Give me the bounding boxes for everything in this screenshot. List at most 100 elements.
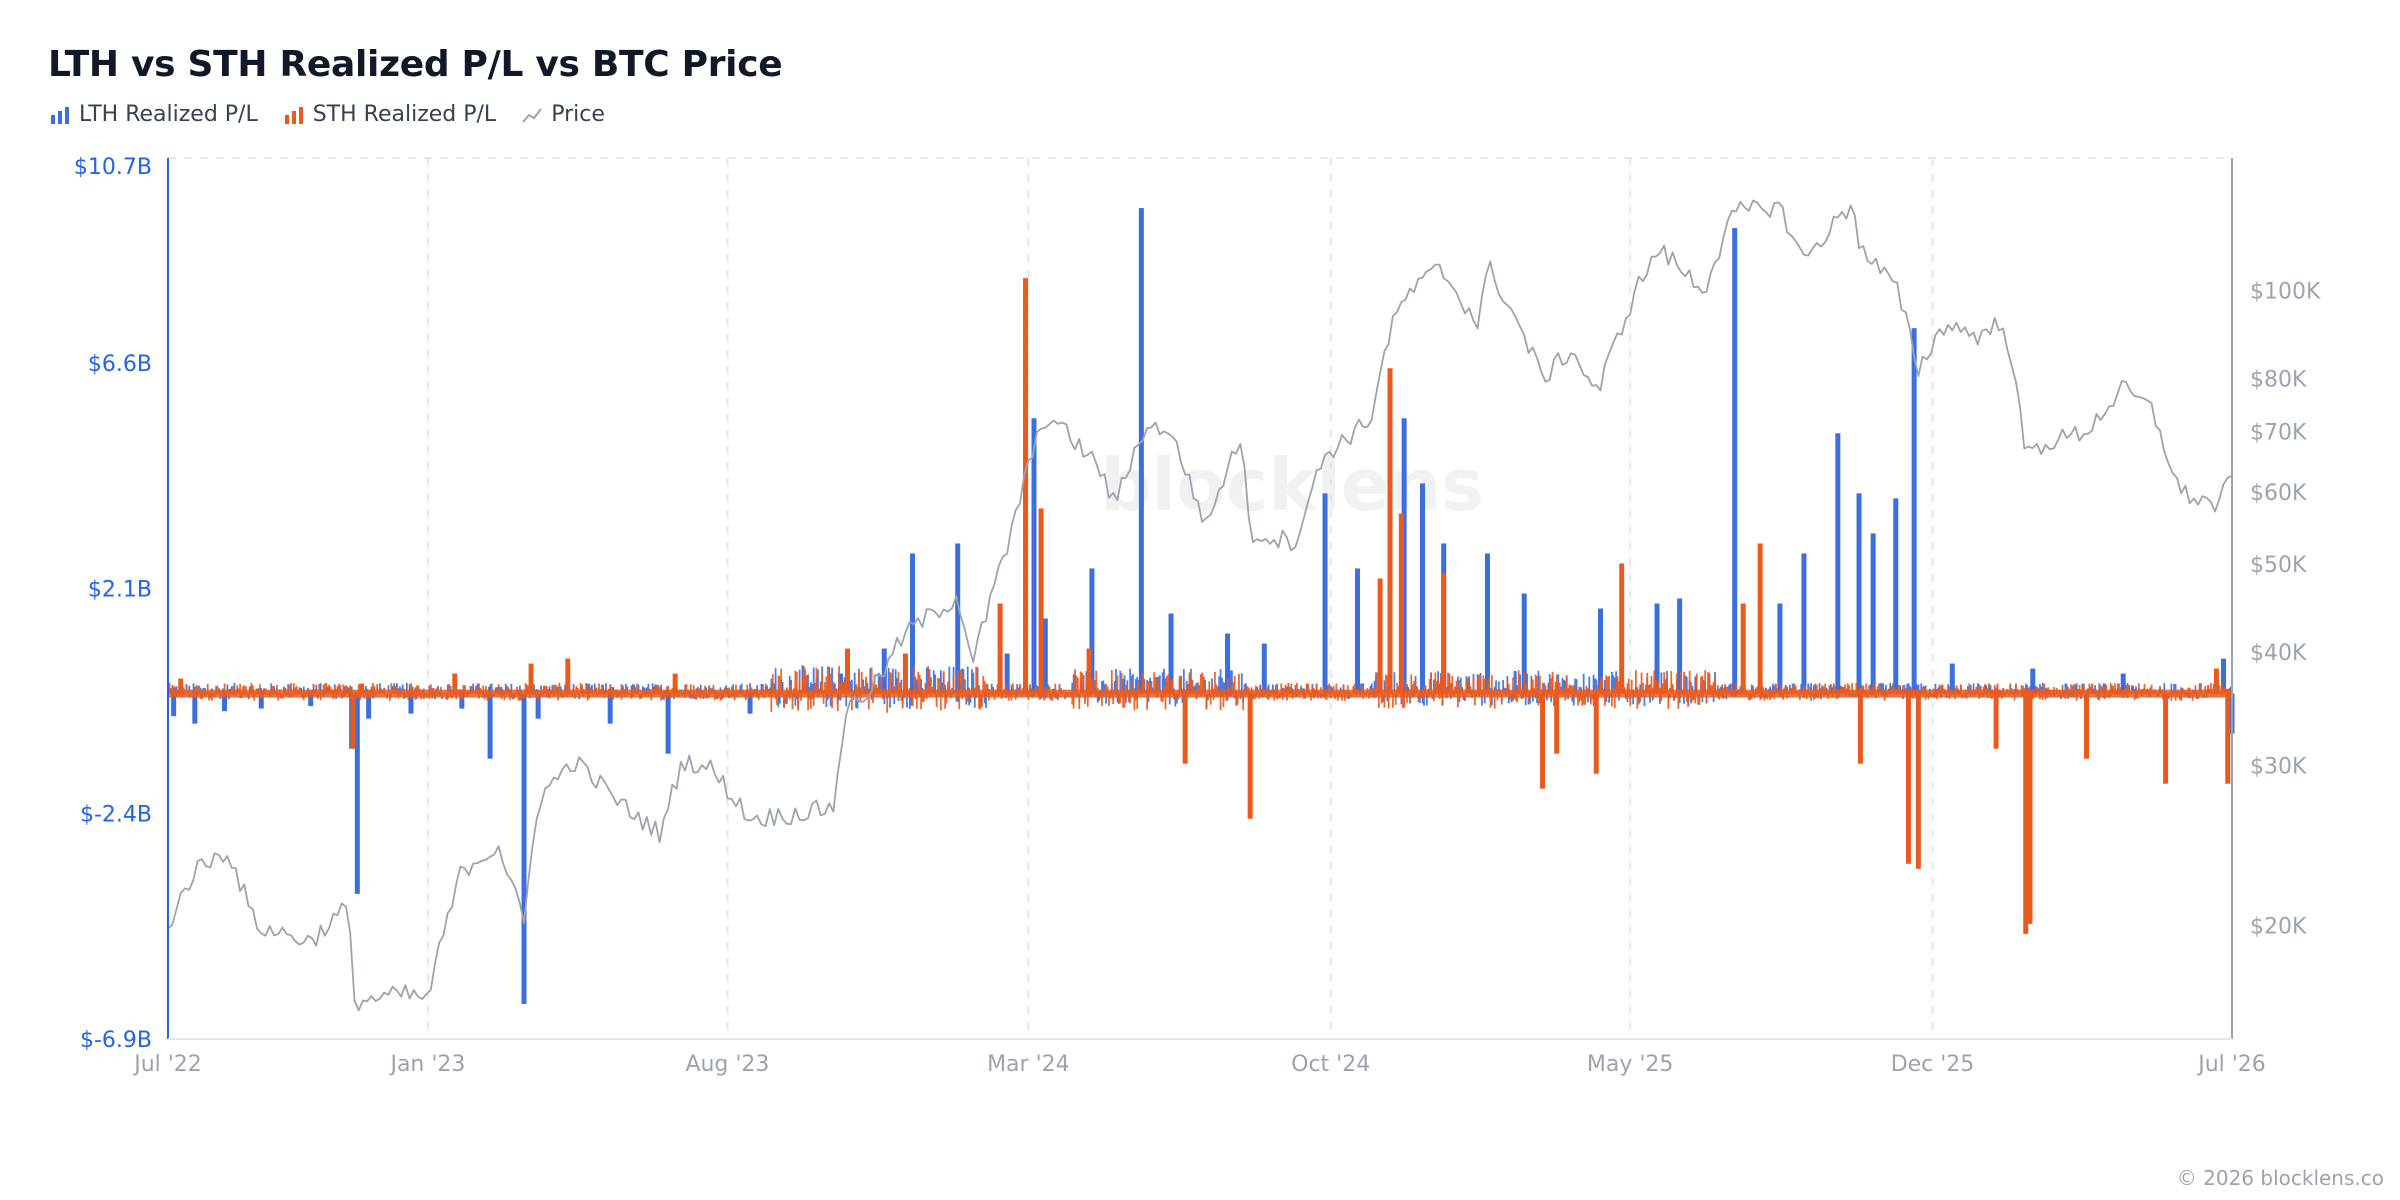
sth-bar <box>935 693 938 707</box>
sth-bar <box>1603 693 1606 706</box>
lth-bar <box>1507 693 1510 704</box>
sth-bar <box>1086 693 1089 707</box>
sth-bar <box>2225 693 2231 784</box>
sth-bar <box>1478 674 1481 694</box>
sth-bar <box>911 693 914 707</box>
sth-bar <box>1441 573 1447 694</box>
lth-bar <box>631 684 634 694</box>
lth-bar <box>1588 676 1591 694</box>
sth-bar <box>1649 684 1651 694</box>
lth-bar <box>1678 693 1681 704</box>
lth-bar <box>1481 693 1483 706</box>
sth-bar <box>1683 671 1685 694</box>
lth-bar <box>809 682 812 694</box>
lth-bar <box>1362 683 1365 694</box>
legend-item-sth[interactable]: STH Realized P/L <box>284 102 496 127</box>
sth-bar <box>585 683 588 694</box>
lth-bar <box>1611 671 1613 694</box>
lth-bar <box>2120 673 2126 694</box>
lth-bar <box>1547 682 1550 694</box>
sth-bar <box>1394 693 1397 705</box>
sth-bar <box>809 693 812 709</box>
sth-bar <box>1472 678 1475 694</box>
sth-bar <box>867 693 870 710</box>
sth-bar <box>1226 678 1229 694</box>
lth-bar <box>2173 683 2176 694</box>
lth-bar <box>1163 668 1165 694</box>
sth-bar <box>771 674 774 694</box>
lth-bar <box>825 693 828 708</box>
lth-bar <box>1174 693 1177 707</box>
lth-bar <box>1605 693 1608 703</box>
lth-bar <box>1459 677 1462 694</box>
sth-bar <box>1386 675 1389 694</box>
lth-bar <box>551 684 554 694</box>
sth-bar <box>1707 672 1709 694</box>
sth-bar <box>1555 674 1558 694</box>
sth-bar <box>357 684 360 694</box>
sth-bar <box>168 682 171 694</box>
sth-bar <box>1915 693 1921 869</box>
lth-bar <box>807 674 809 694</box>
sth-bar <box>1122 693 1125 708</box>
sth-bar <box>1038 508 1044 694</box>
sth-bar <box>797 693 800 711</box>
lth-bar <box>1885 684 1887 694</box>
sth-bar <box>902 653 908 694</box>
lth-bar <box>1375 672 1377 694</box>
lth-bar <box>1835 433 1841 694</box>
lth-bar <box>1732 228 1738 694</box>
sth-bar <box>829 673 832 694</box>
sth-bar <box>874 685 877 694</box>
sth-bar <box>1247 693 1253 819</box>
sth-bar <box>2125 685 2128 694</box>
lth-bar <box>1267 684 1270 694</box>
sth-bar <box>528 663 534 694</box>
sth-bar <box>1596 685 1599 694</box>
lth-bar <box>1156 677 1158 694</box>
lth-bar <box>1240 673 1243 694</box>
sth-bar <box>1670 671 1673 694</box>
sth-bar <box>1019 683 1021 694</box>
x-tick-label: Jul '22 <box>132 1052 202 1077</box>
sth-bar <box>598 683 600 694</box>
sth-bar <box>1287 682 1290 694</box>
sth-bar <box>2150 684 2153 694</box>
sth-bar <box>1500 693 1503 705</box>
lth-bar <box>855 693 857 708</box>
sth-bar <box>1091 679 1093 694</box>
sth-bar <box>1605 675 1608 694</box>
lth-bar <box>1643 693 1646 707</box>
lth-bar <box>914 676 917 694</box>
sth-bar <box>2020 685 2023 694</box>
sth-bar <box>1085 674 1088 694</box>
sth-bar <box>2043 683 2046 694</box>
sth-bar <box>1601 676 1603 694</box>
legend-item-lth[interactable]: LTH Realized P/L <box>50 102 258 127</box>
sth-bar <box>978 693 980 709</box>
sth-bar <box>1079 671 1082 694</box>
lth-bar <box>258 693 264 709</box>
sth-bar <box>1406 693 1408 703</box>
lth-bar <box>1158 675 1161 694</box>
lth-bar <box>1989 685 1992 694</box>
lth-bar <box>906 693 908 708</box>
legend-item-price[interactable]: Price <box>522 102 605 127</box>
sth-bar <box>1396 682 1399 694</box>
sth-bar <box>1592 693 1595 706</box>
sth-bar <box>1441 693 1444 706</box>
left-tick-label: $-6.9B <box>80 1028 152 1053</box>
lth-bar <box>1516 685 1519 694</box>
sth-bar <box>2118 683 2120 694</box>
lth-bar <box>2026 685 2029 694</box>
lth-bar <box>405 682 408 694</box>
sth-bar <box>1202 676 1205 694</box>
sth-bar <box>2213 668 2219 694</box>
lth-bar <box>972 672 975 694</box>
lth-bar <box>1004 653 1010 694</box>
lth-bar <box>518 685 521 694</box>
sth-bar <box>1626 683 1629 694</box>
sth-bar <box>2099 685 2102 694</box>
sth-bar <box>2194 685 2197 694</box>
lth-bar <box>1414 676 1417 694</box>
